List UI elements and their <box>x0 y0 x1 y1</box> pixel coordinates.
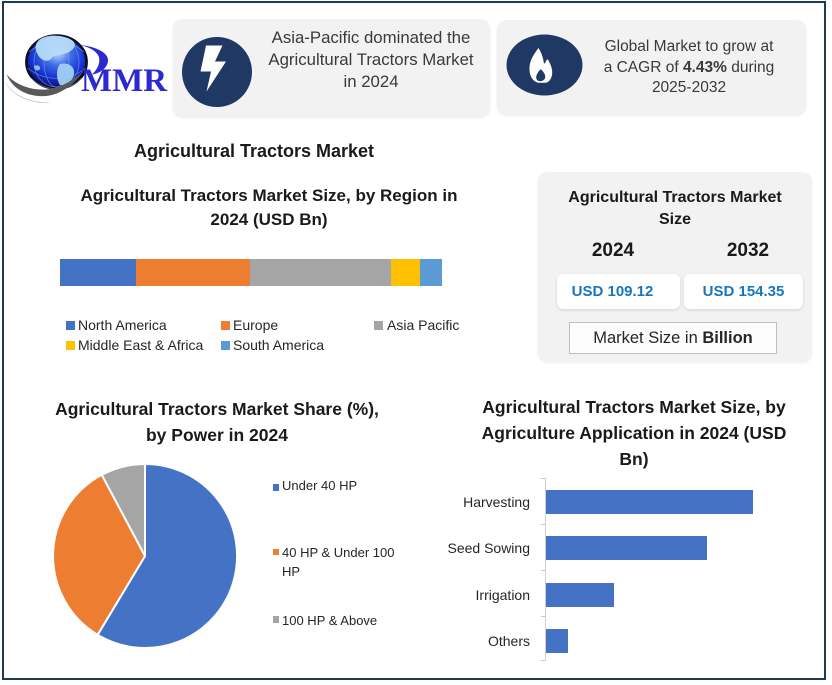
svg-text:MMR: MMR <box>81 63 168 99</box>
